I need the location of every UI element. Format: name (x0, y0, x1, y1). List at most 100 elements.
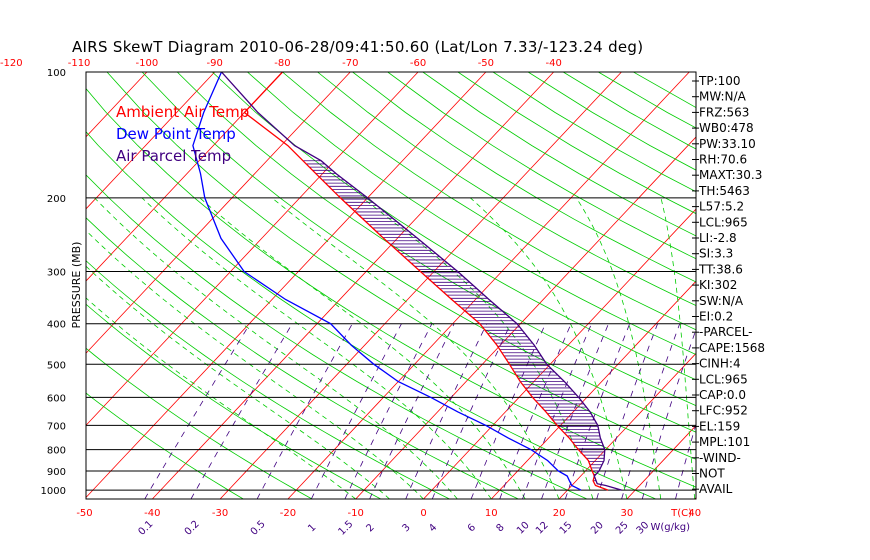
bottom-temp-tick-label: 40 (688, 508, 701, 519)
stability-index: CAP:0.0 (699, 388, 746, 402)
pressure-tick-label: 200 (47, 194, 66, 205)
pressure-tick-label: 700 (47, 421, 66, 432)
sounding-lines (192, 72, 622, 491)
mixing-ratio-line (641, 328, 696, 499)
temp-unit-label: T(C) (670, 508, 692, 519)
bottom-temp-tick-label: -50 (76, 508, 92, 519)
isotherm-line (86, 72, 419, 426)
top-temp-tick-label: -90 (207, 58, 223, 69)
cape-hatch-area (302, 160, 605, 482)
mixing-ratio-label: 4 (427, 522, 439, 534)
dry-adiabat-line (352, 72, 696, 283)
stability-index: RH:70.6 (699, 153, 747, 167)
moist-adiabat-line (575, 197, 662, 499)
top-temp-tick-label: -100 (136, 58, 159, 69)
dry-adiabat-line (317, 72, 696, 307)
stability-index: FRZ:563 (699, 105, 749, 119)
bottom-temp-tick-label: 30 (621, 508, 634, 519)
dry-adiabat-line (247, 72, 696, 356)
stability-index: CAPE:1568 (699, 341, 765, 355)
mixing-ratio-label: 0.1 (136, 519, 155, 538)
y-axis-label: PRESSURE (MB) (70, 242, 83, 329)
legend: Ambient Air Temp Dew Point Temp Air Parcel… (116, 103, 249, 165)
moist-adiabat-line (141, 197, 492, 499)
pressure-tick-label: 1000 (41, 486, 66, 497)
dry-adiabat-line (176, 72, 696, 407)
isotherm-line (219, 72, 622, 499)
dew-point-line (192, 72, 582, 491)
pressure-tick-label: 400 (47, 320, 66, 331)
dry-adiabat-line (212, 72, 696, 381)
bottom-temp-tick-label: 20 (553, 508, 566, 519)
stability-index: EL:159 (699, 419, 740, 433)
moist-adiabat-line (271, 197, 560, 499)
stability-index: SW:N/A (699, 294, 744, 308)
dry-adiabat-line (86, 88, 696, 488)
mixing-ratio-label: 2 (364, 522, 376, 534)
top-temp-tick-label: -120 (0, 58, 23, 69)
bottom-temp-tick-label: 10 (485, 508, 498, 519)
bottom-temp-tick-label: -20 (280, 508, 296, 519)
mixing-ratio-label: 0.2 (183, 519, 202, 538)
dry-adiabat-line (86, 392, 244, 499)
stability-index: SI:3.3 (699, 247, 733, 261)
ambient-temp-line (243, 72, 609, 491)
stability-index: TP:100 (698, 74, 741, 88)
dry-adiabat-line (86, 131, 656, 499)
mixing-ratio-label: 1 (306, 522, 318, 534)
mixing-ratio-line (431, 323, 511, 499)
stability-index: TT:38.6 (698, 262, 743, 276)
top-temp-tick-label: -110 (68, 58, 91, 69)
isotherm-line (830, 72, 870, 499)
dry-adiabat-line (86, 260, 450, 499)
dry-adiabat-line (106, 72, 696, 460)
moist-adiabat-line (86, 265, 390, 499)
background-grid (0, 72, 870, 499)
bottom-temp-tick-label: 0 (420, 508, 426, 519)
pressure-tick-label: 300 (47, 268, 66, 279)
isotherm-line (491, 280, 696, 499)
stability-index: CINH:4 (699, 357, 741, 371)
isotherm-line (423, 208, 696, 499)
pressure-tick-label: 100 (47, 68, 66, 79)
stability-index: -PARCEL- (699, 325, 753, 339)
stability-index: EI:0.2 (699, 310, 733, 324)
bottom-temp-tick-label: -10 (348, 508, 364, 519)
legend-item: Ambient Air Temp (116, 103, 249, 121)
top-temp-tick-label: -70 (342, 58, 358, 69)
mixing-ratio-line (256, 323, 353, 499)
mixing-ratio-line (541, 323, 609, 499)
bottom-temp-tick-label: -40 (144, 508, 160, 519)
dry-adiabat-line (86, 217, 519, 499)
stability-index: LFC:952 (699, 404, 748, 418)
moist-adiabat-line (94, 197, 458, 499)
moist-adiabat-line (362, 197, 594, 499)
mixing-ratio-label: 30 (635, 520, 652, 537)
dry-adiabat-line (86, 303, 381, 499)
isotherm-line (86, 72, 283, 282)
stability-index: -WIND- (699, 451, 741, 465)
legend-item: Dew Point Temp (116, 125, 236, 143)
pressure-tick-label: 800 (47, 446, 66, 457)
mixing-ratio-label: 25 (614, 520, 631, 537)
isotherm-line (0, 72, 79, 499)
dry-adiabat-line (422, 72, 696, 237)
isotherm-line (626, 424, 696, 499)
stability-index: KI:302 (699, 278, 737, 292)
moist-adiabat-line (86, 297, 356, 499)
mixing-ratio-label: 10 (515, 520, 532, 537)
stability-index: TH:5463 (698, 184, 750, 198)
mixing-ratio-line (621, 323, 681, 499)
isotherm-line (152, 72, 554, 499)
mixing-ratio-line (499, 323, 572, 499)
stability-index: AVAIL (699, 482, 733, 496)
pressure-tick-label: 600 (47, 393, 66, 404)
isotherm-line (763, 72, 870, 499)
mixing-ratio-unit-label: W(g/kg) (650, 522, 690, 533)
parcel-temp-line (221, 72, 622, 491)
moist-adiabat-line (86, 230, 424, 499)
stability-index: MW:N/A (699, 90, 747, 104)
pressure-tick-label: 900 (47, 467, 66, 478)
